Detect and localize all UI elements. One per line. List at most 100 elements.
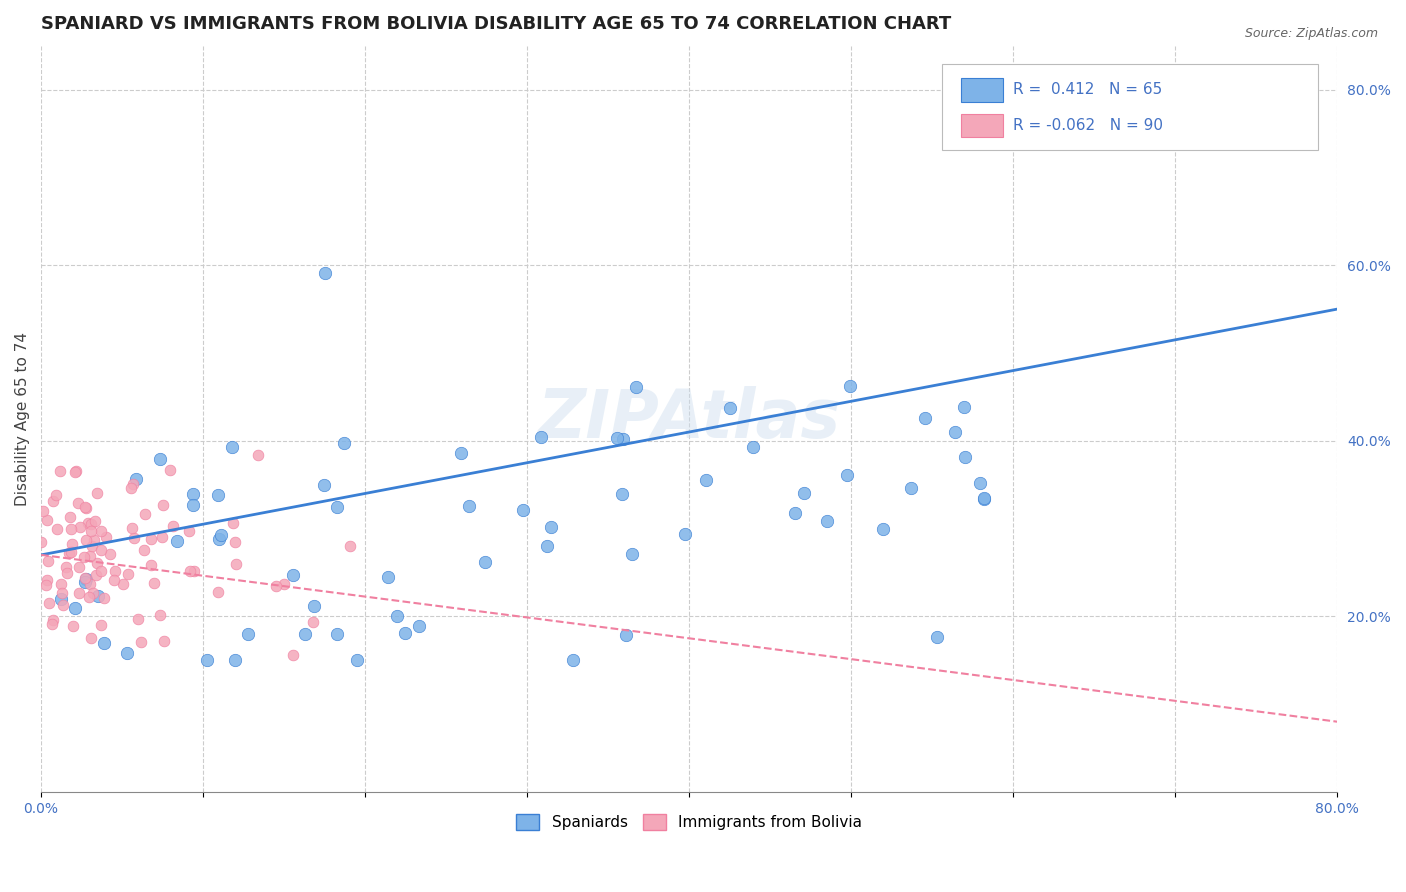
Point xyxy=(149,607,172,622)
Point xyxy=(32,504,55,518)
Point xyxy=(222,516,245,531)
Point xyxy=(48,465,70,479)
Point xyxy=(302,599,325,613)
Point xyxy=(624,380,647,394)
Point xyxy=(207,585,229,599)
Point xyxy=(224,534,246,549)
Point xyxy=(67,586,90,600)
Point xyxy=(75,575,97,590)
Point xyxy=(394,625,416,640)
Point xyxy=(52,599,75,613)
Point xyxy=(973,491,995,506)
Point xyxy=(783,507,806,521)
Point xyxy=(122,476,145,491)
Point xyxy=(236,626,259,640)
Point xyxy=(208,533,231,547)
Point xyxy=(839,378,862,392)
Point xyxy=(793,486,815,500)
Point xyxy=(207,488,229,502)
Point xyxy=(62,619,84,633)
Point xyxy=(75,533,97,548)
Point xyxy=(104,564,127,578)
Point xyxy=(620,548,643,562)
Point xyxy=(93,591,115,605)
Point xyxy=(82,585,104,599)
Point xyxy=(408,619,430,633)
Point xyxy=(955,450,977,464)
Point xyxy=(30,534,52,549)
Point xyxy=(69,520,91,534)
Point xyxy=(314,267,336,281)
Text: R =  0.412   N = 65: R = 0.412 N = 65 xyxy=(1014,82,1163,97)
Point xyxy=(162,518,184,533)
Point xyxy=(139,558,162,573)
Point xyxy=(90,543,112,558)
Point xyxy=(614,628,637,642)
Point xyxy=(122,531,145,545)
Point xyxy=(835,467,858,482)
Point xyxy=(41,617,63,632)
Point xyxy=(60,523,83,537)
Point xyxy=(900,482,922,496)
Point xyxy=(132,542,155,557)
Point xyxy=(90,524,112,539)
Point xyxy=(60,537,83,551)
Point xyxy=(51,586,73,600)
Point xyxy=(86,486,108,500)
Point xyxy=(181,486,204,500)
Point xyxy=(115,646,138,660)
Point xyxy=(673,527,696,541)
Point xyxy=(387,609,409,624)
Point xyxy=(83,533,105,547)
Point xyxy=(181,498,204,512)
Point xyxy=(281,568,304,582)
Text: R = -0.062   N = 90: R = -0.062 N = 90 xyxy=(1014,118,1163,133)
Point xyxy=(209,528,232,542)
Point xyxy=(63,466,86,480)
Point xyxy=(872,523,894,537)
Point xyxy=(127,612,149,626)
Point xyxy=(117,566,139,581)
Point xyxy=(134,507,156,521)
Point xyxy=(67,559,90,574)
Bar xyxy=(962,78,1002,102)
Text: Source: ZipAtlas.com: Source: ZipAtlas.com xyxy=(1244,27,1378,40)
Point xyxy=(35,513,58,527)
Point xyxy=(86,590,108,604)
Point xyxy=(177,524,200,539)
Point xyxy=(973,491,995,505)
Point xyxy=(80,516,103,531)
Point xyxy=(120,481,142,495)
Point xyxy=(294,627,316,641)
Point xyxy=(741,441,763,455)
Bar xyxy=(962,113,1002,137)
Point xyxy=(183,564,205,578)
Point xyxy=(914,410,936,425)
Point xyxy=(283,648,305,662)
Point xyxy=(111,577,134,591)
Point xyxy=(246,448,269,462)
Point xyxy=(159,463,181,477)
Point xyxy=(474,555,496,569)
Point xyxy=(195,653,218,667)
Point xyxy=(314,478,336,492)
Point xyxy=(76,516,98,530)
Point xyxy=(55,559,77,574)
Point xyxy=(221,440,243,454)
Y-axis label: Disability Age 65 to 74: Disability Age 65 to 74 xyxy=(15,332,30,506)
Point xyxy=(718,401,741,415)
Point xyxy=(75,572,97,586)
Point xyxy=(63,600,86,615)
Point xyxy=(150,531,173,545)
Point xyxy=(969,476,991,491)
Point xyxy=(66,496,89,510)
Point xyxy=(139,533,162,547)
Point xyxy=(179,565,201,579)
Point xyxy=(46,522,69,536)
Point xyxy=(152,633,174,648)
Point xyxy=(458,499,481,513)
Point xyxy=(94,530,117,544)
Point xyxy=(695,473,717,487)
Point xyxy=(49,577,72,591)
Point xyxy=(121,521,143,535)
